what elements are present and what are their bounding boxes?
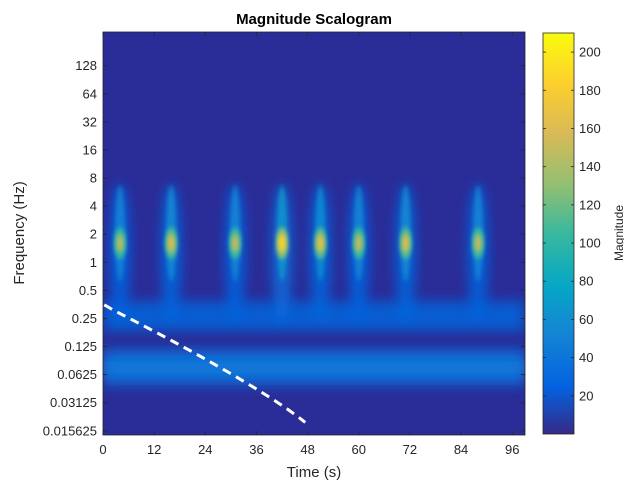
y-axis-ticks: 128 64 32 16 8 4 2 1 0.5 0.25 0.125 0.0625 0.03125 0.…: [43, 58, 525, 438]
peak-core: [402, 234, 410, 253]
colorbar-tick-label: 60: [579, 312, 593, 327]
colorbar-tick-label: 140: [579, 159, 601, 174]
colorbar-tick-label: 180: [579, 83, 601, 98]
chart-title: Magnitude Scalogram: [236, 11, 392, 28]
y-tick-label: 0.03125: [50, 395, 97, 410]
colorbar-tick-label: 40: [579, 350, 593, 365]
colorbar-gradient: [542, 32, 575, 435]
colorbar: 20 40 60 80 100 120 140 160 180 200 Magnitude: [542, 32, 624, 435]
peak-core: [278, 234, 286, 253]
y-tick-label: 32: [83, 114, 97, 129]
x-tick-label: 24: [198, 442, 212, 457]
y-tick-label: 128: [75, 58, 97, 73]
colorbar-tick-label: 100: [579, 236, 601, 251]
y-tick-label: 1: [90, 255, 97, 270]
x-tick-label: 36: [249, 442, 263, 457]
x-axis-label: Time (s): [287, 464, 341, 481]
scalogram-heatmap: [103, 183, 525, 386]
cone-of-influence: [103, 303, 307, 424]
y-axis-label: Frequency (Hz): [11, 181, 28, 284]
colorbar-tick-label: 200: [579, 45, 601, 60]
peak-core: [474, 234, 482, 253]
x-tick-label: 0: [99, 442, 106, 457]
peak-core: [231, 234, 239, 253]
x-tick-label: 12: [147, 442, 161, 457]
x-tick-label: 48: [300, 442, 314, 457]
plot-area: 0 12 24 36 48 60 72 84 96 12864321684210.50.250.…: [43, 31, 526, 457]
colorbar-tick-label: 20: [579, 388, 593, 403]
x-tick-label: 72: [403, 442, 417, 457]
x-tick-label: 96: [505, 442, 519, 457]
peak-core: [116, 234, 124, 253]
colorbar-tick-label: 80: [579, 274, 593, 289]
y-tick-label: 2: [90, 227, 97, 242]
colorbar-tick-label: 160: [579, 121, 601, 136]
low-freq-band-core: [103, 361, 525, 374]
peak-core: [316, 234, 324, 253]
colorbar-tick-label: 120: [579, 197, 601, 212]
colorbar-ticks: 20 40 60 80 100 120 140 160 180 200: [543, 45, 601, 403]
x-tick-label: 84: [454, 442, 468, 457]
x-tick-label: 60: [352, 442, 366, 457]
y-tick-label: 0.0625: [57, 367, 97, 382]
plot-frame: [102, 31, 526, 436]
y-tick-label: 8: [90, 171, 97, 186]
y-tick-label: 4: [90, 199, 97, 214]
y-tick-label: 64: [83, 86, 97, 101]
y-tick-label: 0.25: [72, 311, 97, 326]
y-tick-label: 0.015625: [43, 423, 97, 438]
y-tick-label: 0.125: [64, 339, 97, 354]
peak-core: [355, 234, 363, 253]
y-tick-label: 0.5: [79, 283, 97, 298]
x-axis-ticks: 0 12 24 36 48 60 72 84 96: [99, 32, 519, 457]
colorbar-label: Magnitude: [612, 205, 624, 261]
peak-core: [167, 234, 175, 253]
y-tick-label: 16: [83, 142, 97, 157]
